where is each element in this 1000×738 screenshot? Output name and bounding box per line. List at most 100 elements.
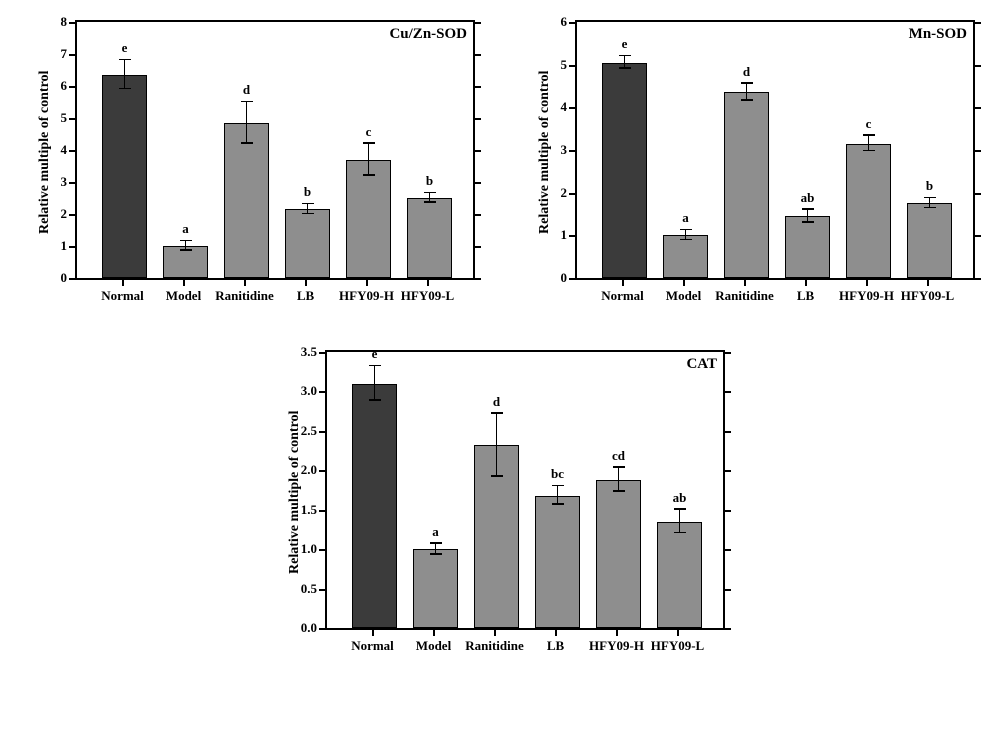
x-tick-label: Ranitidine <box>715 288 774 304</box>
bar <box>407 198 452 278</box>
x-tick-label: Model <box>416 638 451 654</box>
y-tick-label: 0 <box>545 270 567 286</box>
bar <box>102 75 147 278</box>
x-tick-label: HFY09-H <box>589 638 644 654</box>
x-tick <box>183 280 185 286</box>
x-tick-label: HFY09-H <box>339 288 394 304</box>
chart-mn-sod: Relative multiple of controleadabcbMn-SO… <box>525 20 975 310</box>
y-tick <box>319 470 325 472</box>
bar <box>346 160 391 278</box>
y-tick <box>475 214 481 216</box>
y-tick <box>975 107 981 109</box>
x-tick-label: Model <box>666 288 701 304</box>
significance-label: d <box>493 394 500 410</box>
x-tick <box>494 630 496 636</box>
x-tick-label: Normal <box>601 288 644 304</box>
x-tick-label: Model <box>166 288 201 304</box>
x-tick <box>866 280 868 286</box>
plot-area: eadbcb <box>75 20 475 280</box>
y-tick <box>975 235 981 237</box>
y-tick <box>69 22 75 24</box>
y-tick <box>475 246 481 248</box>
bar <box>907 203 952 278</box>
significance-label: a <box>432 524 439 540</box>
y-tick <box>569 193 575 195</box>
significance-label: bc <box>551 466 564 482</box>
y-tick-label: 7 <box>45 46 67 62</box>
significance-label: c <box>366 124 372 140</box>
y-tick-label: 2.0 <box>295 462 317 478</box>
bar <box>535 496 580 628</box>
y-tick-label: 6 <box>45 78 67 94</box>
y-tick-label: 3.5 <box>295 344 317 360</box>
x-tick <box>616 630 618 636</box>
y-tick <box>319 589 325 591</box>
y-tick-label: 1.5 <box>295 502 317 518</box>
y-tick-label: 8 <box>45 14 67 30</box>
y-tick-label: 3 <box>45 174 67 190</box>
y-tick-label: 6 <box>545 14 567 30</box>
y-tick <box>975 193 981 195</box>
y-tick <box>725 510 731 512</box>
significance-label: d <box>743 64 750 80</box>
x-tick-label: LB <box>797 288 814 304</box>
y-tick-label: 1 <box>45 238 67 254</box>
x-tick-label: Normal <box>101 288 144 304</box>
y-tick <box>69 182 75 184</box>
y-tick-label: 1 <box>545 227 567 243</box>
y-tick <box>725 470 731 472</box>
x-tick-label: LB <box>297 288 314 304</box>
chart-cat: Relative multiple of controleadbccdabCAT… <box>275 350 725 660</box>
bar <box>663 235 708 278</box>
y-tick-label: 5 <box>45 110 67 126</box>
x-tick-label: HFY09-L <box>401 288 454 304</box>
y-tick <box>69 54 75 56</box>
y-tick <box>319 628 325 630</box>
x-tick <box>122 280 124 286</box>
y-tick-label: 0.5 <box>295 581 317 597</box>
x-tick <box>305 280 307 286</box>
y-tick <box>725 431 731 433</box>
bar <box>413 549 458 628</box>
plot-area: eadbccdab <box>325 350 725 630</box>
y-tick <box>569 65 575 67</box>
x-tick <box>805 280 807 286</box>
chart-title: CAT <box>686 356 717 373</box>
y-tick <box>975 65 981 67</box>
y-tick <box>569 107 575 109</box>
y-tick <box>69 246 75 248</box>
y-tick <box>69 86 75 88</box>
y-tick <box>319 352 325 354</box>
y-tick <box>69 278 75 280</box>
y-tick <box>725 589 731 591</box>
y-tick-label: 3 <box>545 142 567 158</box>
significance-label: e <box>622 36 628 52</box>
y-tick-label: 0.0 <box>295 620 317 636</box>
y-tick <box>725 549 731 551</box>
y-tick <box>319 391 325 393</box>
significance-label: b <box>304 184 311 200</box>
y-tick <box>975 278 981 280</box>
y-tick-label: 5 <box>545 57 567 73</box>
y-tick <box>475 54 481 56</box>
x-tick <box>366 280 368 286</box>
significance-label: e <box>372 346 378 362</box>
bar <box>285 209 330 278</box>
x-tick <box>372 630 374 636</box>
y-tick <box>569 278 575 280</box>
x-tick <box>555 630 557 636</box>
bar <box>602 63 647 278</box>
y-tick-label: 2 <box>545 185 567 201</box>
bar <box>657 522 702 628</box>
y-tick-label: 2 <box>45 206 67 222</box>
y-tick <box>319 431 325 433</box>
y-tick <box>725 628 731 630</box>
x-tick <box>927 280 929 286</box>
y-tick-label: 0 <box>45 270 67 286</box>
y-tick <box>569 150 575 152</box>
bar <box>224 123 269 278</box>
x-tick <box>744 280 746 286</box>
x-tick-label: Normal <box>351 638 394 654</box>
y-tick <box>475 86 481 88</box>
y-tick-label: 4 <box>545 99 567 115</box>
